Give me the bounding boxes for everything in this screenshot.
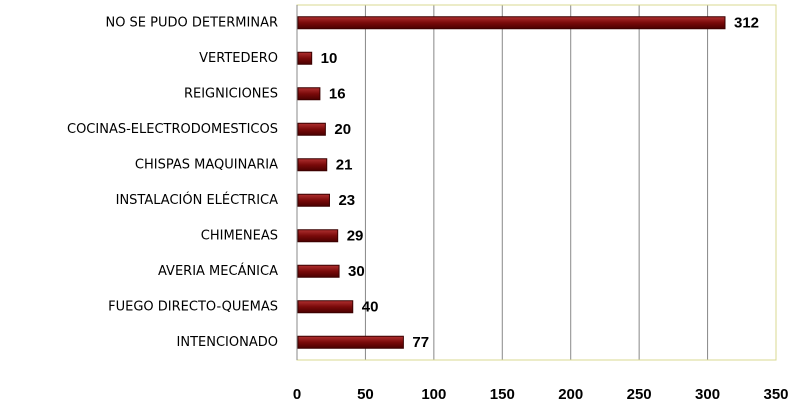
- bar: [297, 335, 404, 349]
- y-tick-label: INTENCIONADO: [177, 335, 278, 350]
- bar: [297, 16, 726, 30]
- y-tick-label: VERTEDERO: [199, 51, 278, 66]
- data-label: 20: [334, 121, 351, 138]
- y-tick-label: AVERIA MECÁNICA: [158, 263, 278, 279]
- y-tick-label: COCINAS-ELECTRODOMESTICOS: [67, 122, 278, 137]
- y-tick-label: REIGNICIONES: [184, 86, 278, 101]
- x-tick-label: 300: [695, 386, 720, 403]
- x-tick-label: 100: [421, 386, 446, 403]
- data-label: 29: [347, 228, 364, 245]
- bar: [297, 229, 339, 243]
- bar: [297, 51, 313, 65]
- bar: [297, 300, 354, 314]
- data-label: 10: [321, 50, 338, 67]
- x-tick-label: 150: [490, 386, 515, 403]
- x-tick-label: 50: [357, 386, 374, 403]
- y-tick-label: INSTALACIÓN ELÉCTRICA: [116, 192, 278, 208]
- bar: [297, 193, 330, 207]
- bar: [297, 264, 340, 278]
- y-tick-label: FUEGO DIRECTO-QUEMAS: [108, 299, 278, 314]
- x-tick-label: 250: [627, 386, 652, 403]
- data-label: 312: [734, 15, 759, 32]
- data-label: 16: [329, 86, 346, 103]
- x-tick-label: 0: [293, 386, 301, 403]
- bar: [297, 122, 326, 136]
- y-tick-label: CHISPAS MAQUINARIA: [135, 157, 278, 172]
- y-tick-label: CHIMENEAS: [201, 228, 278, 243]
- data-label: 77: [412, 334, 429, 351]
- y-tick-label: NO SE PUDO DETERMINAR: [105, 15, 278, 30]
- data-label: 30: [348, 263, 365, 280]
- x-tick-label: 350: [763, 386, 788, 403]
- data-label: 21: [336, 157, 353, 174]
- data-label: 40: [362, 299, 379, 316]
- bar: [297, 158, 328, 172]
- bar: [297, 87, 321, 101]
- data-label: 23: [338, 192, 355, 209]
- x-tick-label: 200: [558, 386, 583, 403]
